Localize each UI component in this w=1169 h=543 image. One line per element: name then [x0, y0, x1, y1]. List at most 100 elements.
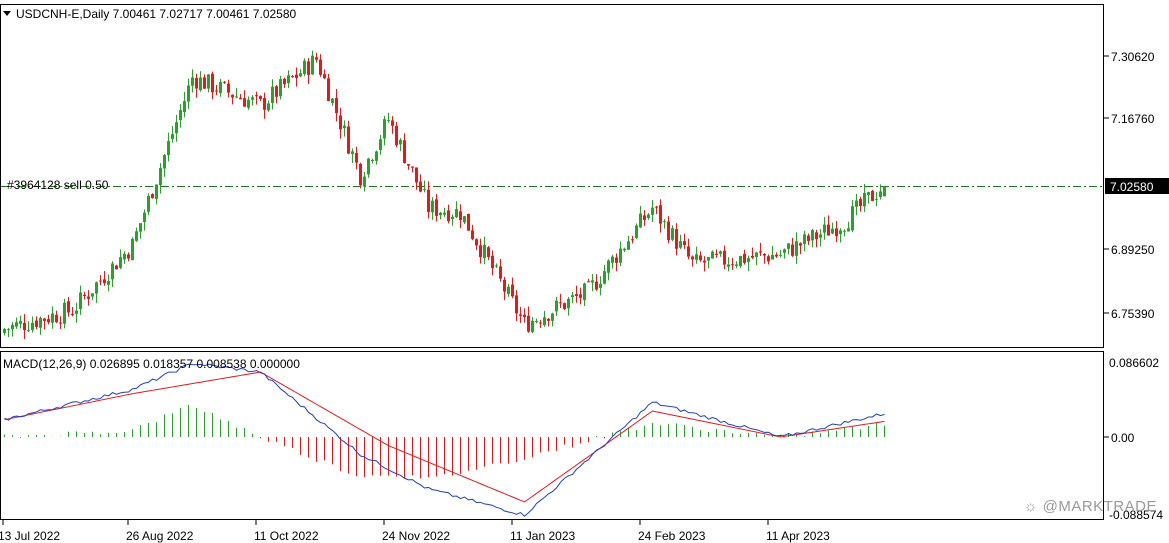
candle-body — [355, 153, 358, 163]
candle-body — [715, 254, 718, 255]
candle-body — [711, 252, 714, 259]
candle-body — [287, 75, 290, 83]
candle-body — [15, 322, 18, 326]
watermark-text: @MARKTRADE — [1043, 498, 1157, 515]
candle-body — [679, 241, 682, 248]
candle-body — [171, 134, 174, 139]
candle-body — [747, 258, 750, 262]
candle-body — [531, 321, 534, 332]
candle-body — [443, 213, 446, 215]
candle-body — [799, 243, 802, 245]
candle-body — [623, 249, 626, 251]
candle-body — [551, 313, 554, 320]
candle-body — [227, 84, 230, 93]
candle-body — [263, 98, 266, 110]
candle-body — [883, 186, 886, 196]
candle-body — [335, 98, 338, 113]
candle-body — [431, 201, 434, 213]
candle-body — [39, 318, 42, 328]
candle-body — [331, 99, 334, 103]
date-tick: 11 Jan 2023 — [510, 529, 575, 543]
candle-body — [835, 228, 838, 236]
candle-body — [23, 323, 26, 330]
candle-body — [183, 101, 186, 112]
candle-body — [743, 254, 746, 263]
current-price-tag: 7.02580 — [1105, 178, 1169, 194]
price-tick: 7.30620 — [1111, 50, 1155, 64]
candle-body — [231, 95, 234, 98]
candle-body — [479, 245, 482, 257]
candle-body — [223, 82, 226, 83]
candle-body — [407, 164, 410, 166]
candle-body — [527, 316, 530, 332]
candle-body — [575, 294, 578, 296]
candle-body — [855, 201, 858, 207]
candle-body — [867, 192, 870, 195]
candle-body — [807, 236, 810, 241]
candle-body — [127, 254, 130, 258]
candle-body — [35, 321, 38, 327]
candle-body — [175, 122, 178, 133]
candle-body — [375, 151, 378, 160]
candle-body — [839, 230, 842, 234]
candle-body — [427, 190, 430, 212]
candle-body — [343, 126, 346, 129]
candle-body — [151, 194, 154, 198]
date-tick: 13 Jul 2022 — [0, 529, 60, 543]
candle-body — [771, 255, 774, 260]
date-tick: 11 Oct 2022 — [254, 529, 319, 543]
candle-body — [119, 257, 122, 268]
candle — [635, 223, 638, 239]
candle-body — [719, 251, 722, 254]
candle-body — [519, 314, 522, 316]
candle-body — [135, 231, 138, 241]
candle-body — [783, 249, 786, 252]
candle-body — [303, 61, 306, 74]
date-tick: 26 Aug 2022 — [126, 529, 194, 543]
candle-body — [379, 139, 382, 150]
candle-body — [791, 244, 794, 255]
candle-body — [43, 319, 46, 321]
candle-body — [759, 251, 762, 252]
candle-body — [123, 254, 126, 260]
watermark: ☼ @MARKTRADE — [1024, 498, 1157, 515]
candle-body — [763, 254, 766, 256]
order-label: #3964128 sell 0.50 — [7, 178, 109, 192]
candle-body — [87, 296, 90, 298]
candle-body — [239, 98, 242, 99]
candle-body — [879, 191, 882, 197]
candle-body — [619, 249, 622, 263]
candle-body — [371, 160, 374, 161]
candle-body — [723, 251, 726, 265]
macd-header: MACD(12,26,9) 0.026895 0.018357 0.008538… — [3, 357, 300, 371]
candle-body — [775, 255, 778, 257]
candle-body — [535, 321, 538, 322]
candle-body — [163, 155, 166, 168]
date-axis: 13 Jul 2022 26 Aug 2022 11 Oct 2022 24 N… — [0, 520, 830, 543]
candle-body — [439, 213, 442, 215]
price-tick: 7.16760 — [1111, 112, 1155, 126]
date-tick: 11 Apr 2023 — [766, 529, 830, 543]
candle-body — [647, 215, 650, 218]
candle-body — [179, 110, 182, 120]
candle-body — [475, 239, 478, 245]
candle-body — [451, 217, 454, 219]
candle-body — [495, 265, 498, 266]
candle-body — [107, 281, 110, 285]
candle-body — [695, 254, 698, 259]
candle-body — [363, 177, 366, 187]
candle-body — [687, 246, 690, 256]
candle-body — [307, 61, 310, 75]
price-tick: 6.75390 — [1111, 307, 1155, 321]
candle-body — [47, 319, 50, 322]
candle-body — [643, 215, 646, 220]
candle-body — [615, 257, 618, 262]
candle-body — [819, 234, 822, 237]
candle-body — [555, 301, 558, 312]
candle-body — [207, 74, 210, 88]
candle-body — [699, 255, 702, 260]
candle-body — [199, 77, 202, 90]
candle-body — [211, 74, 214, 93]
candle-body — [323, 74, 326, 78]
candle-body — [859, 199, 862, 206]
